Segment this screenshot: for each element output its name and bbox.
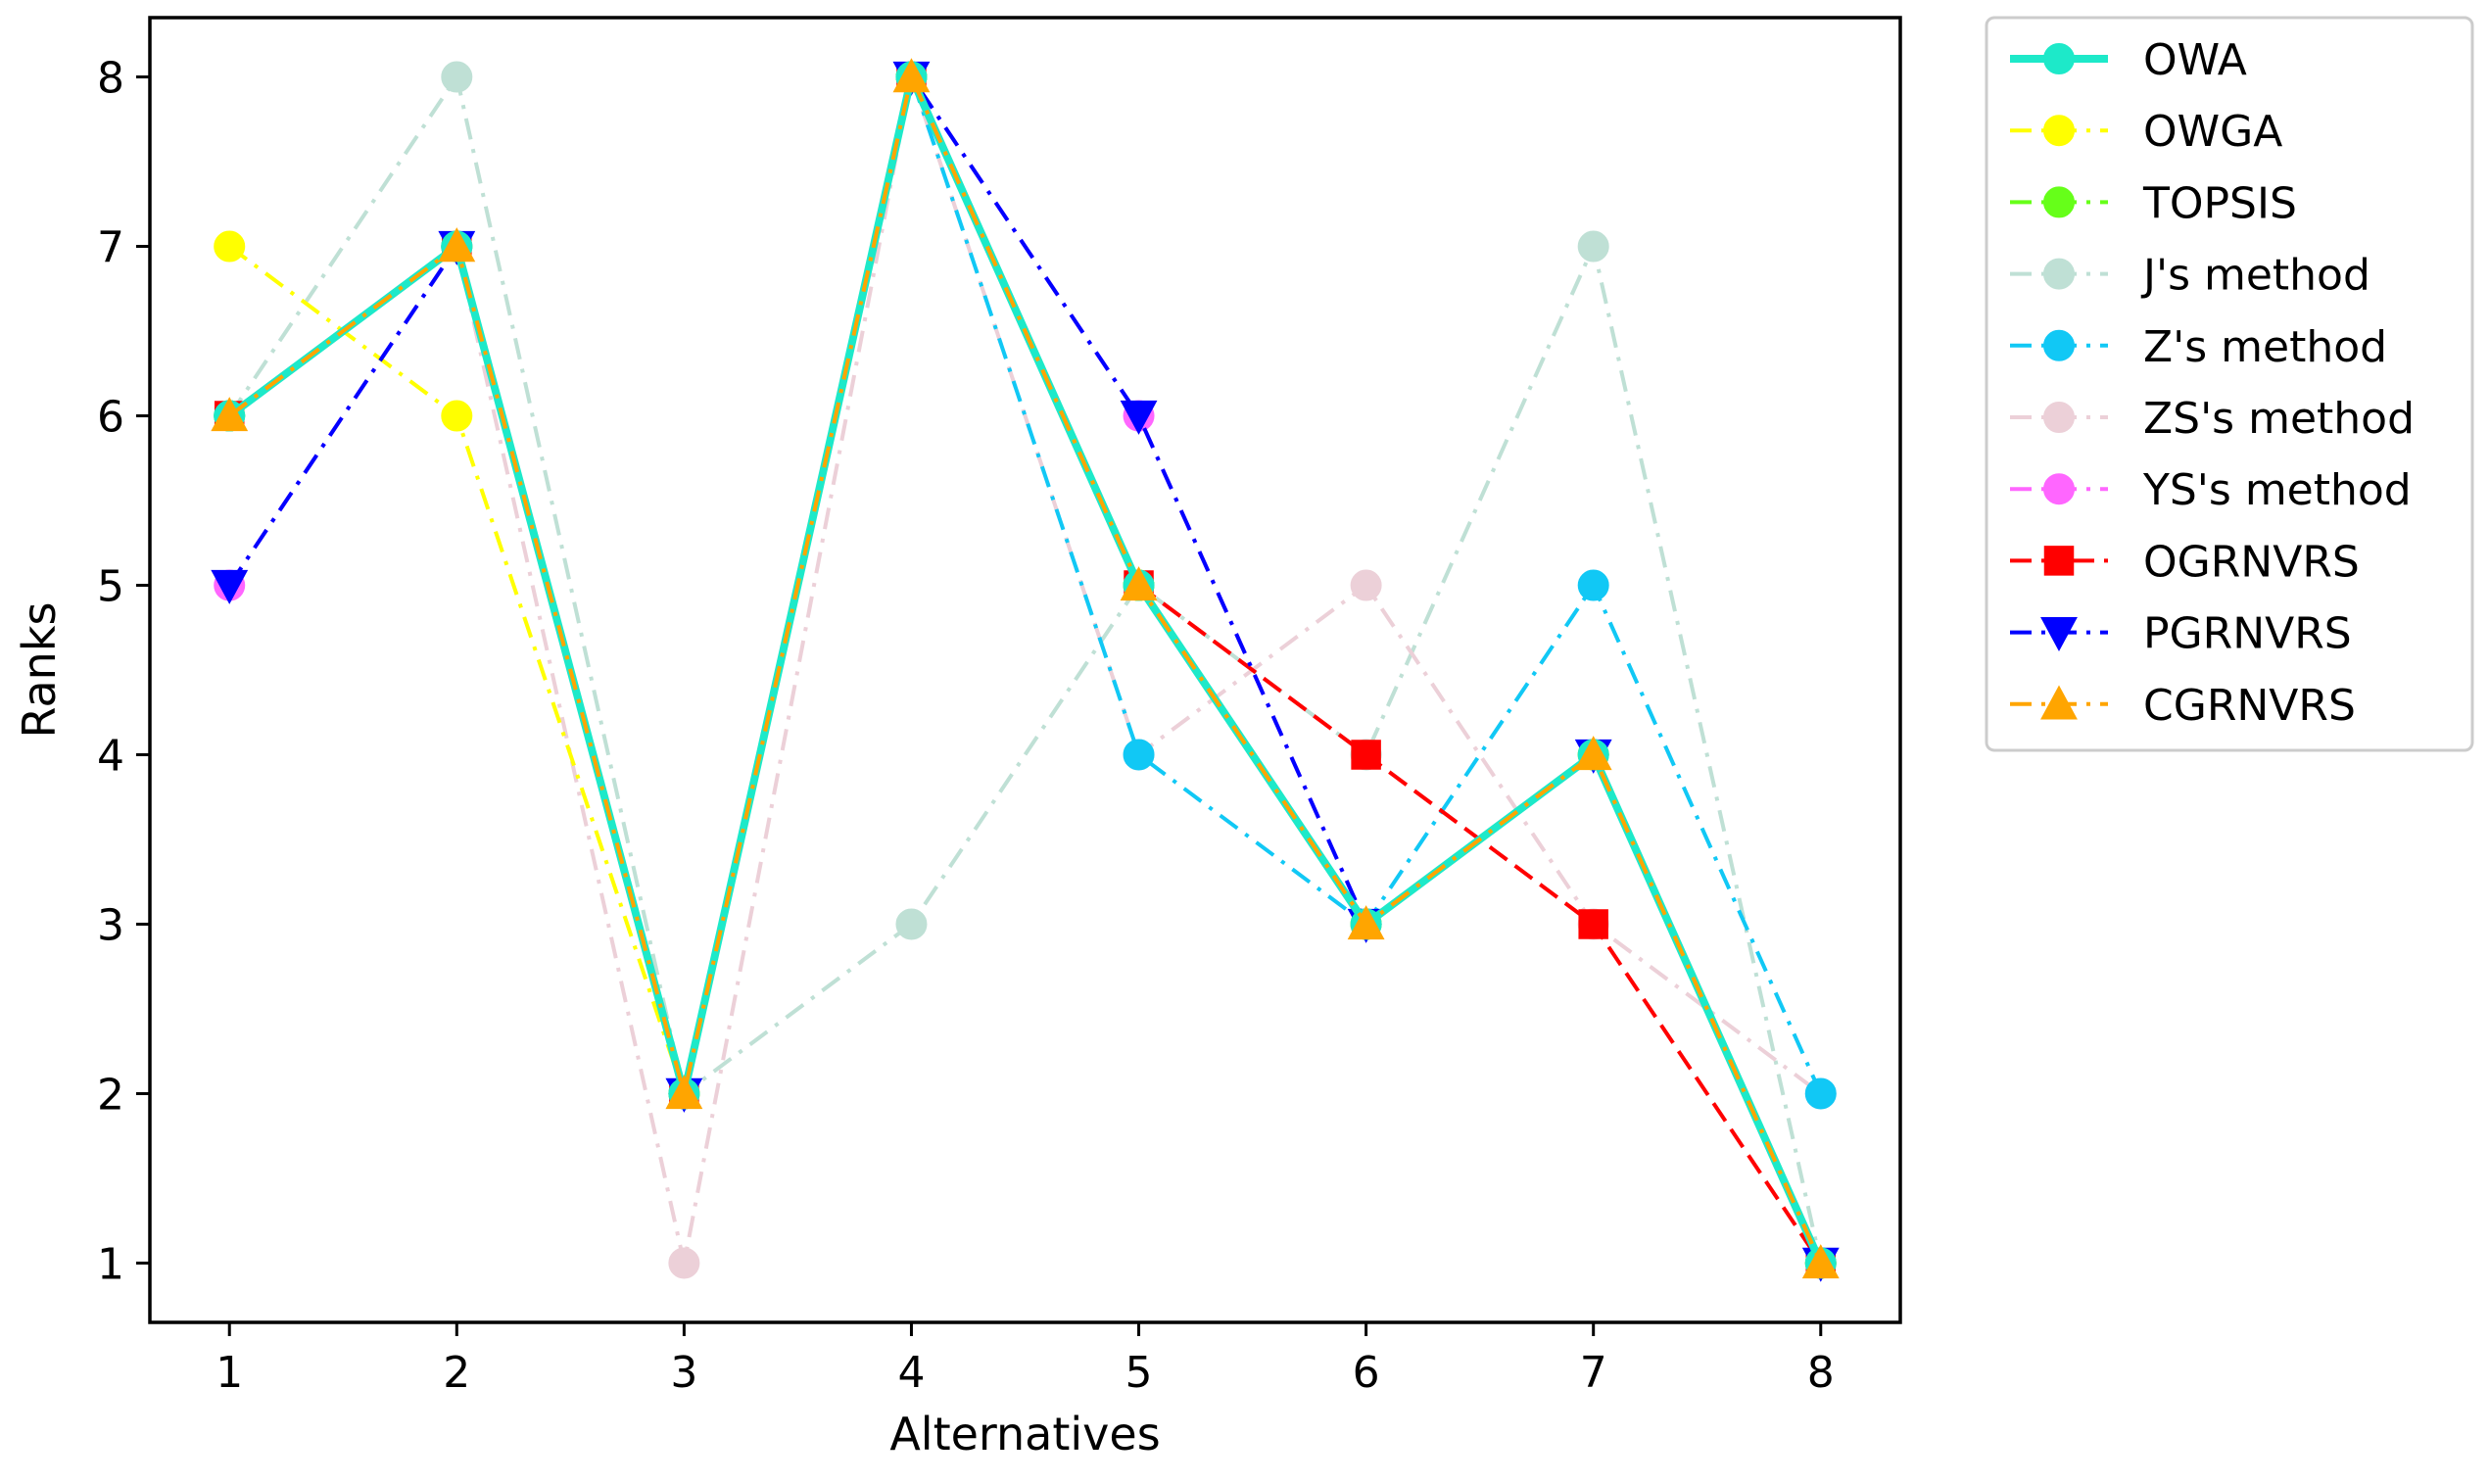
- y-tick-label: 3: [97, 900, 124, 950]
- data-point: [1351, 740, 1381, 770]
- legend-entry: CGRNVRS: [2010, 681, 2356, 731]
- data-point: [1350, 569, 1382, 601]
- x-tick-label: 7: [1580, 1348, 1607, 1398]
- x-axis: 1 2 3 4 5 6 7 8: [215, 1322, 1835, 1398]
- x-tick-label: 1: [215, 1348, 243, 1398]
- series-line: [228, 74, 1823, 1265]
- data-point: [1577, 230, 1609, 263]
- y-tick-label: 2: [97, 1070, 124, 1120]
- series-cgrnvrs: [211, 58, 1840, 1279]
- x-tick-label: 3: [670, 1348, 697, 1398]
- x-tick-label: 4: [897, 1348, 925, 1398]
- data-point: [441, 400, 473, 432]
- x-tick-label: 6: [1353, 1348, 1380, 1398]
- legend-marker: [2043, 329, 2075, 361]
- data-point: [1804, 1077, 1837, 1110]
- data-point: [1120, 566, 1158, 601]
- x-axis-label: Alternatives: [889, 1408, 1160, 1460]
- legend-label: CGRNVRS: [2143, 681, 2356, 731]
- y-tick-label: 5: [97, 562, 124, 612]
- y-tick-label: 8: [97, 54, 124, 104]
- legend-marker: [2040, 616, 2078, 651]
- legend-label: YS's method: [2142, 465, 2412, 515]
- legend-label: OWA: [2143, 35, 2247, 85]
- data-point: [1801, 1244, 1840, 1279]
- legend-entry: TOPSIS: [2010, 178, 2297, 228]
- y-tick-label: 1: [97, 1239, 124, 1289]
- x-tick-label: 5: [1125, 1348, 1153, 1398]
- legend-marker: [2043, 43, 2075, 74]
- legend-marker: [2043, 402, 2075, 433]
- series-layer: [211, 58, 1840, 1282]
- data-point: [1120, 400, 1158, 435]
- data-point: [211, 397, 249, 432]
- y-axis-label: Ranks: [13, 602, 66, 739]
- legend-entry: OWA: [2010, 35, 2247, 85]
- y-tick-label: 7: [97, 223, 124, 273]
- legend-marker: [2040, 685, 2078, 720]
- legend-marker: [2043, 258, 2075, 290]
- legend-marker: [2043, 473, 2075, 505]
- data-point: [214, 230, 246, 263]
- data-point: [1347, 905, 1385, 940]
- series-line: [228, 74, 1822, 1266]
- y-tick-label: 6: [97, 393, 124, 443]
- series-line: [227, 74, 1823, 1264]
- legend-label: ZS's method: [2143, 394, 2415, 444]
- y-tick-label: 4: [97, 731, 124, 781]
- y-axis: 1 2 3 4 5 6 7 8: [97, 54, 150, 1289]
- plot-frame: [148, 16, 1902, 1324]
- data-point: [211, 569, 249, 604]
- legend-entry: OWGA: [2010, 107, 2282, 157]
- data-point: [1577, 569, 1609, 601]
- legend-label: OGRNVRS: [2143, 537, 2360, 587]
- data-point: [665, 1075, 703, 1110]
- legend: OWA OWGA TOPSIS J's method Z's method ZS's me…: [1985, 16, 2474, 752]
- legend-label: TOPSIS: [2142, 178, 2297, 228]
- legend-label: J's method: [2140, 251, 2370, 301]
- legend-marker: [2043, 186, 2075, 218]
- x-tick-label: 2: [443, 1348, 470, 1398]
- legend-marker: [2043, 546, 2075, 576]
- legend-entry: J's method: [2010, 251, 2370, 301]
- data-point: [1578, 909, 1608, 939]
- legend-marker: [2043, 115, 2075, 147]
- legend-label: Z's method: [2143, 322, 2387, 372]
- legend-label: PGRNVRS: [2143, 609, 2352, 659]
- legend-entry: ZS's method: [2010, 394, 2415, 444]
- legend-label: OWGA: [2143, 107, 2282, 157]
- data-point: [438, 227, 476, 263]
- data-point: [1123, 739, 1155, 771]
- data-point: [1574, 736, 1612, 771]
- legend-entry: YS's method: [2010, 465, 2412, 515]
- data-point: [892, 58, 931, 93]
- legend-entry: PGRNVRS: [2010, 609, 2352, 659]
- data-point: [895, 908, 928, 940]
- data-point: [668, 1247, 700, 1279]
- x-tick-label: 8: [1807, 1348, 1835, 1398]
- data-point: [441, 61, 473, 93]
- legend-entry: Z's method: [2010, 322, 2387, 372]
- legend-entry: OGRNVRS: [2010, 537, 2360, 587]
